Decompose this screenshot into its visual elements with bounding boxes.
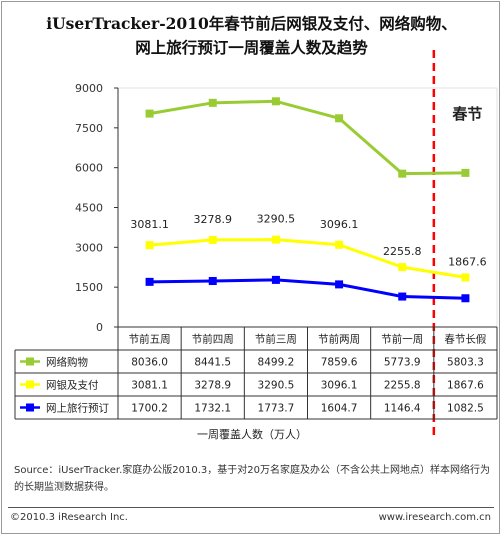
- chart-title-line-2: 网上旅行预订一周覆盖人数及趋势: [135, 38, 368, 57]
- y-tick-label: 7500: [75, 122, 103, 135]
- legend-marker: [26, 380, 34, 389]
- category-label: 节前三周: [255, 333, 297, 346]
- table-value: 1700.2: [131, 403, 168, 415]
- table-value: 7859.6: [321, 357, 358, 369]
- data-label: 3278.9: [194, 213, 233, 226]
- table-value: 1773.7: [258, 403, 295, 415]
- spring-festival-annotation: 春节: [452, 105, 482, 123]
- table-value: 3278.9: [194, 380, 231, 392]
- table-value: 1082.5: [447, 403, 484, 415]
- category-label: 节前两周: [318, 333, 360, 346]
- data-label: 3081.1: [130, 218, 169, 231]
- table-value: 1867.6: [447, 380, 484, 392]
- plot-area: [117, 87, 498, 328]
- data-point: [335, 240, 344, 249]
- table-value: 1732.1: [194, 403, 231, 415]
- category-label: 节前五周: [129, 333, 171, 346]
- series-line: [149, 99, 466, 176]
- chart-title: iUserTracker-2010年春节前后网银及支付、网络购物、 网上旅行预订…: [0, 12, 503, 60]
- data-point: [208, 98, 217, 107]
- legend-label: 网上旅行预订: [46, 402, 109, 415]
- category-label: 节前一周: [381, 333, 423, 346]
- category-label: 节前四周: [192, 333, 234, 346]
- y-tick-label: 3000: [75, 241, 103, 254]
- y-tick-label: 1500: [75, 281, 103, 294]
- table-value: 3096.1: [321, 380, 358, 392]
- table-value: 3081.1: [131, 380, 168, 392]
- chart-marks: 春节 3081.1 3278.9 3290.5 3096.1 2255.8 1867.6: [130, 50, 487, 440]
- y-tick-label: 6000: [75, 162, 103, 175]
- series-line: [149, 278, 466, 300]
- data-label: 1867.6: [448, 255, 487, 268]
- data-label: 3290.5: [257, 213, 296, 226]
- data-point: [208, 235, 217, 244]
- legend-label: 网银及支付: [46, 379, 99, 392]
- chart-title-line-1: iUserTracker-2010年春节前后网银及支付、网络购物、: [46, 14, 457, 33]
- y-tick-label: 9000: [75, 82, 103, 95]
- legend-label: 网络购物: [46, 356, 88, 369]
- table-value: 2255.8: [384, 380, 421, 392]
- series-line: [149, 238, 466, 279]
- data-point: [461, 273, 470, 282]
- legend-marker: [26, 357, 34, 366]
- data-point: [461, 168, 470, 177]
- data-point: [271, 235, 280, 244]
- data-point: [335, 280, 344, 289]
- table-value: 5773.9: [384, 357, 421, 369]
- data-point: [145, 277, 154, 286]
- category-label: 春节长假: [444, 333, 486, 346]
- table-value: 8441.5: [194, 357, 231, 369]
- data-label: 2255.8: [383, 245, 422, 258]
- footer-divider: [8, 507, 494, 508]
- data-point: [145, 241, 154, 250]
- data-point: [398, 263, 407, 272]
- footer-copyright: ©2010.3 iResearch Inc.: [10, 512, 128, 523]
- data-point: [145, 109, 154, 118]
- x-axis-label: 一周覆盖人数（万人）: [197, 427, 307, 441]
- data-point: [271, 275, 280, 284]
- table-value: 1604.7: [321, 403, 358, 415]
- table-value: 1146.4: [384, 403, 421, 415]
- table-value: 8499.2: [258, 357, 295, 369]
- table-value: 5803.3: [447, 357, 484, 369]
- y-tick-label: 4500: [75, 202, 103, 215]
- footer-website[interactable]: www.iresearch.com.cn: [378, 512, 491, 523]
- table-value: 3290.5: [258, 380, 295, 392]
- axes: 0 1500 3000 4500 6000 7500 9000: [75, 82, 498, 334]
- line-chart: 0 1500 3000 4500 6000 7500 9000 春节 3081.1 3278.9…: [14, 50, 498, 441]
- data-point: [335, 114, 344, 123]
- data-point: [461, 294, 470, 303]
- data-point: [271, 97, 280, 106]
- data-point: [208, 277, 217, 286]
- table-value: 8036.0: [131, 357, 168, 369]
- data-point: [398, 292, 407, 301]
- legend-marker: [26, 403, 34, 412]
- y-tick-label: 0: [96, 321, 103, 334]
- data-label: 3096.1: [320, 218, 359, 231]
- data-point: [398, 169, 407, 178]
- source-note: Source：iUserTracker.家庭办公版2010.3，基于对20万名家…: [14, 465, 490, 493]
